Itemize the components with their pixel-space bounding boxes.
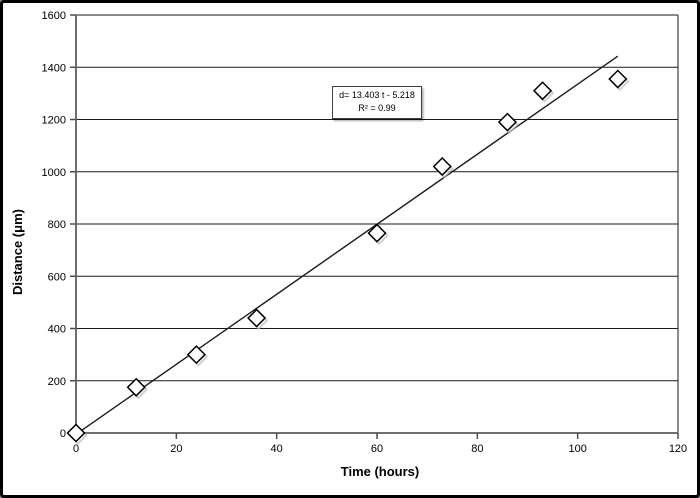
x-axis-title: Time (hours) xyxy=(340,464,420,479)
y-tick-label-800: 800 xyxy=(48,219,66,231)
x-tick-label-100: 100 xyxy=(568,443,586,455)
data-point-marker xyxy=(66,423,86,443)
gridlines xyxy=(76,14,679,433)
x-tick-label-40: 40 xyxy=(271,443,283,455)
x-tick-label-60: 60 xyxy=(371,443,383,455)
y-tick-label-0: 0 xyxy=(60,428,66,440)
data-point-marker xyxy=(608,69,628,89)
x-tick-label-0: 0 xyxy=(73,443,79,455)
y-tick-label-1600: 1600 xyxy=(42,10,66,22)
trendline-equation-box: d= 13.403 t - 5.218 R² = 0.99 xyxy=(332,86,422,120)
data-point-marker xyxy=(432,156,452,177)
y-tick-label-1400: 1400 xyxy=(42,62,66,74)
y-tick-labels: 0 200 400 600 800 1000 1200 1400 1600 xyxy=(42,10,66,440)
x-tick-label-120: 120 xyxy=(669,443,687,455)
y-tick-label-400: 400 xyxy=(48,324,66,336)
x-tick-label-20: 20 xyxy=(170,443,182,455)
y-axis-title: Distance (μm) xyxy=(10,209,25,295)
trendline xyxy=(75,55,619,435)
data-point-marker xyxy=(247,308,267,328)
data-point-marker xyxy=(532,81,553,101)
y-tick-label-600: 600 xyxy=(48,271,66,283)
trendline-r-squared: R² = 0.99 xyxy=(358,103,396,114)
data-point-marker xyxy=(367,223,387,243)
data-point-marker xyxy=(126,377,146,397)
x-tick-label-80: 80 xyxy=(471,443,483,455)
trendline-equation: d= 13.403 t - 5.218 xyxy=(339,90,415,100)
y-tick-label-1000: 1000 xyxy=(42,167,66,179)
data-points xyxy=(66,69,630,445)
y-tick-label-200: 200 xyxy=(48,376,66,388)
trendline-segment xyxy=(75,55,619,435)
y-tick-label-1200: 1200 xyxy=(42,115,66,127)
x-tick-labels: 0 20 40 60 80 100 120 xyxy=(73,443,687,455)
scatter-chart: 0 20 40 60 80 100 120 0 200 400 600 800 1000 1200 140… xyxy=(42,10,688,455)
data-point-marker xyxy=(497,112,517,132)
data-point-marker xyxy=(186,345,206,365)
